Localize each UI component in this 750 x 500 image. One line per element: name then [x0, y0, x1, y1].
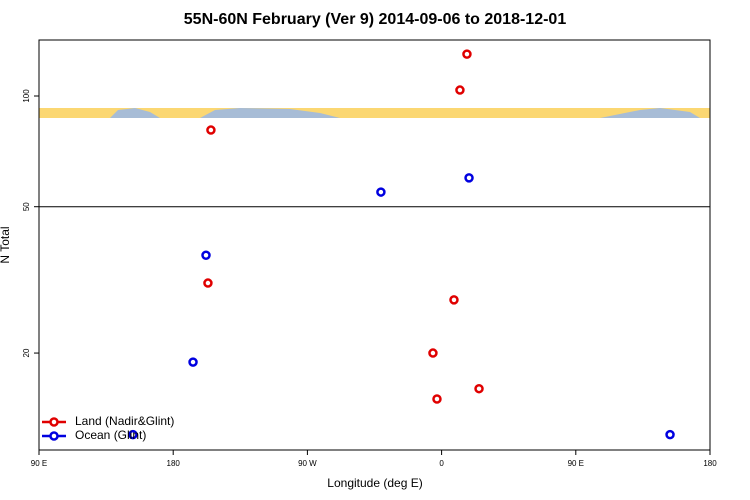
point: [376, 187, 386, 197]
x-tick-label: 0: [439, 459, 444, 468]
point: [206, 125, 216, 135]
plot-frame: [38, 39, 711, 451]
point: [188, 357, 198, 367]
point: [474, 383, 484, 394]
x-tick-label: 90 E: [568, 459, 584, 468]
point: [464, 173, 474, 183]
y-tick-label: 20: [22, 348, 31, 357]
point: [455, 85, 465, 95]
x-axis-label: Longitude (deg E): [327, 476, 422, 490]
point: [201, 250, 211, 260]
point: [203, 278, 213, 288]
chart-title: 55N-60N February (Ver 9) 2014-09-06 to 2…: [184, 11, 567, 28]
x-tick-label: 180: [167, 459, 181, 468]
point: [432, 394, 442, 404]
x-tick-label: 90 W: [298, 459, 317, 468]
y-tick-label: 100: [22, 89, 31, 103]
point: [428, 348, 438, 358]
point: [665, 429, 675, 440]
y-tick-label: 50: [22, 202, 31, 211]
point: [128, 429, 138, 440]
legend-marker: [49, 431, 59, 441]
legend-label: Ocean (Glint): [75, 428, 146, 442]
legend-marker: [49, 417, 59, 427]
map-strip: [39, 108, 710, 118]
legend-label: Land (Nadir&Glint): [75, 414, 174, 428]
point: [449, 295, 459, 305]
y-axis-label: N Total: [0, 226, 12, 263]
point: [462, 49, 472, 59]
x-tick-label: 90 E: [31, 459, 47, 468]
x-tick-label: 180: [703, 459, 717, 468]
